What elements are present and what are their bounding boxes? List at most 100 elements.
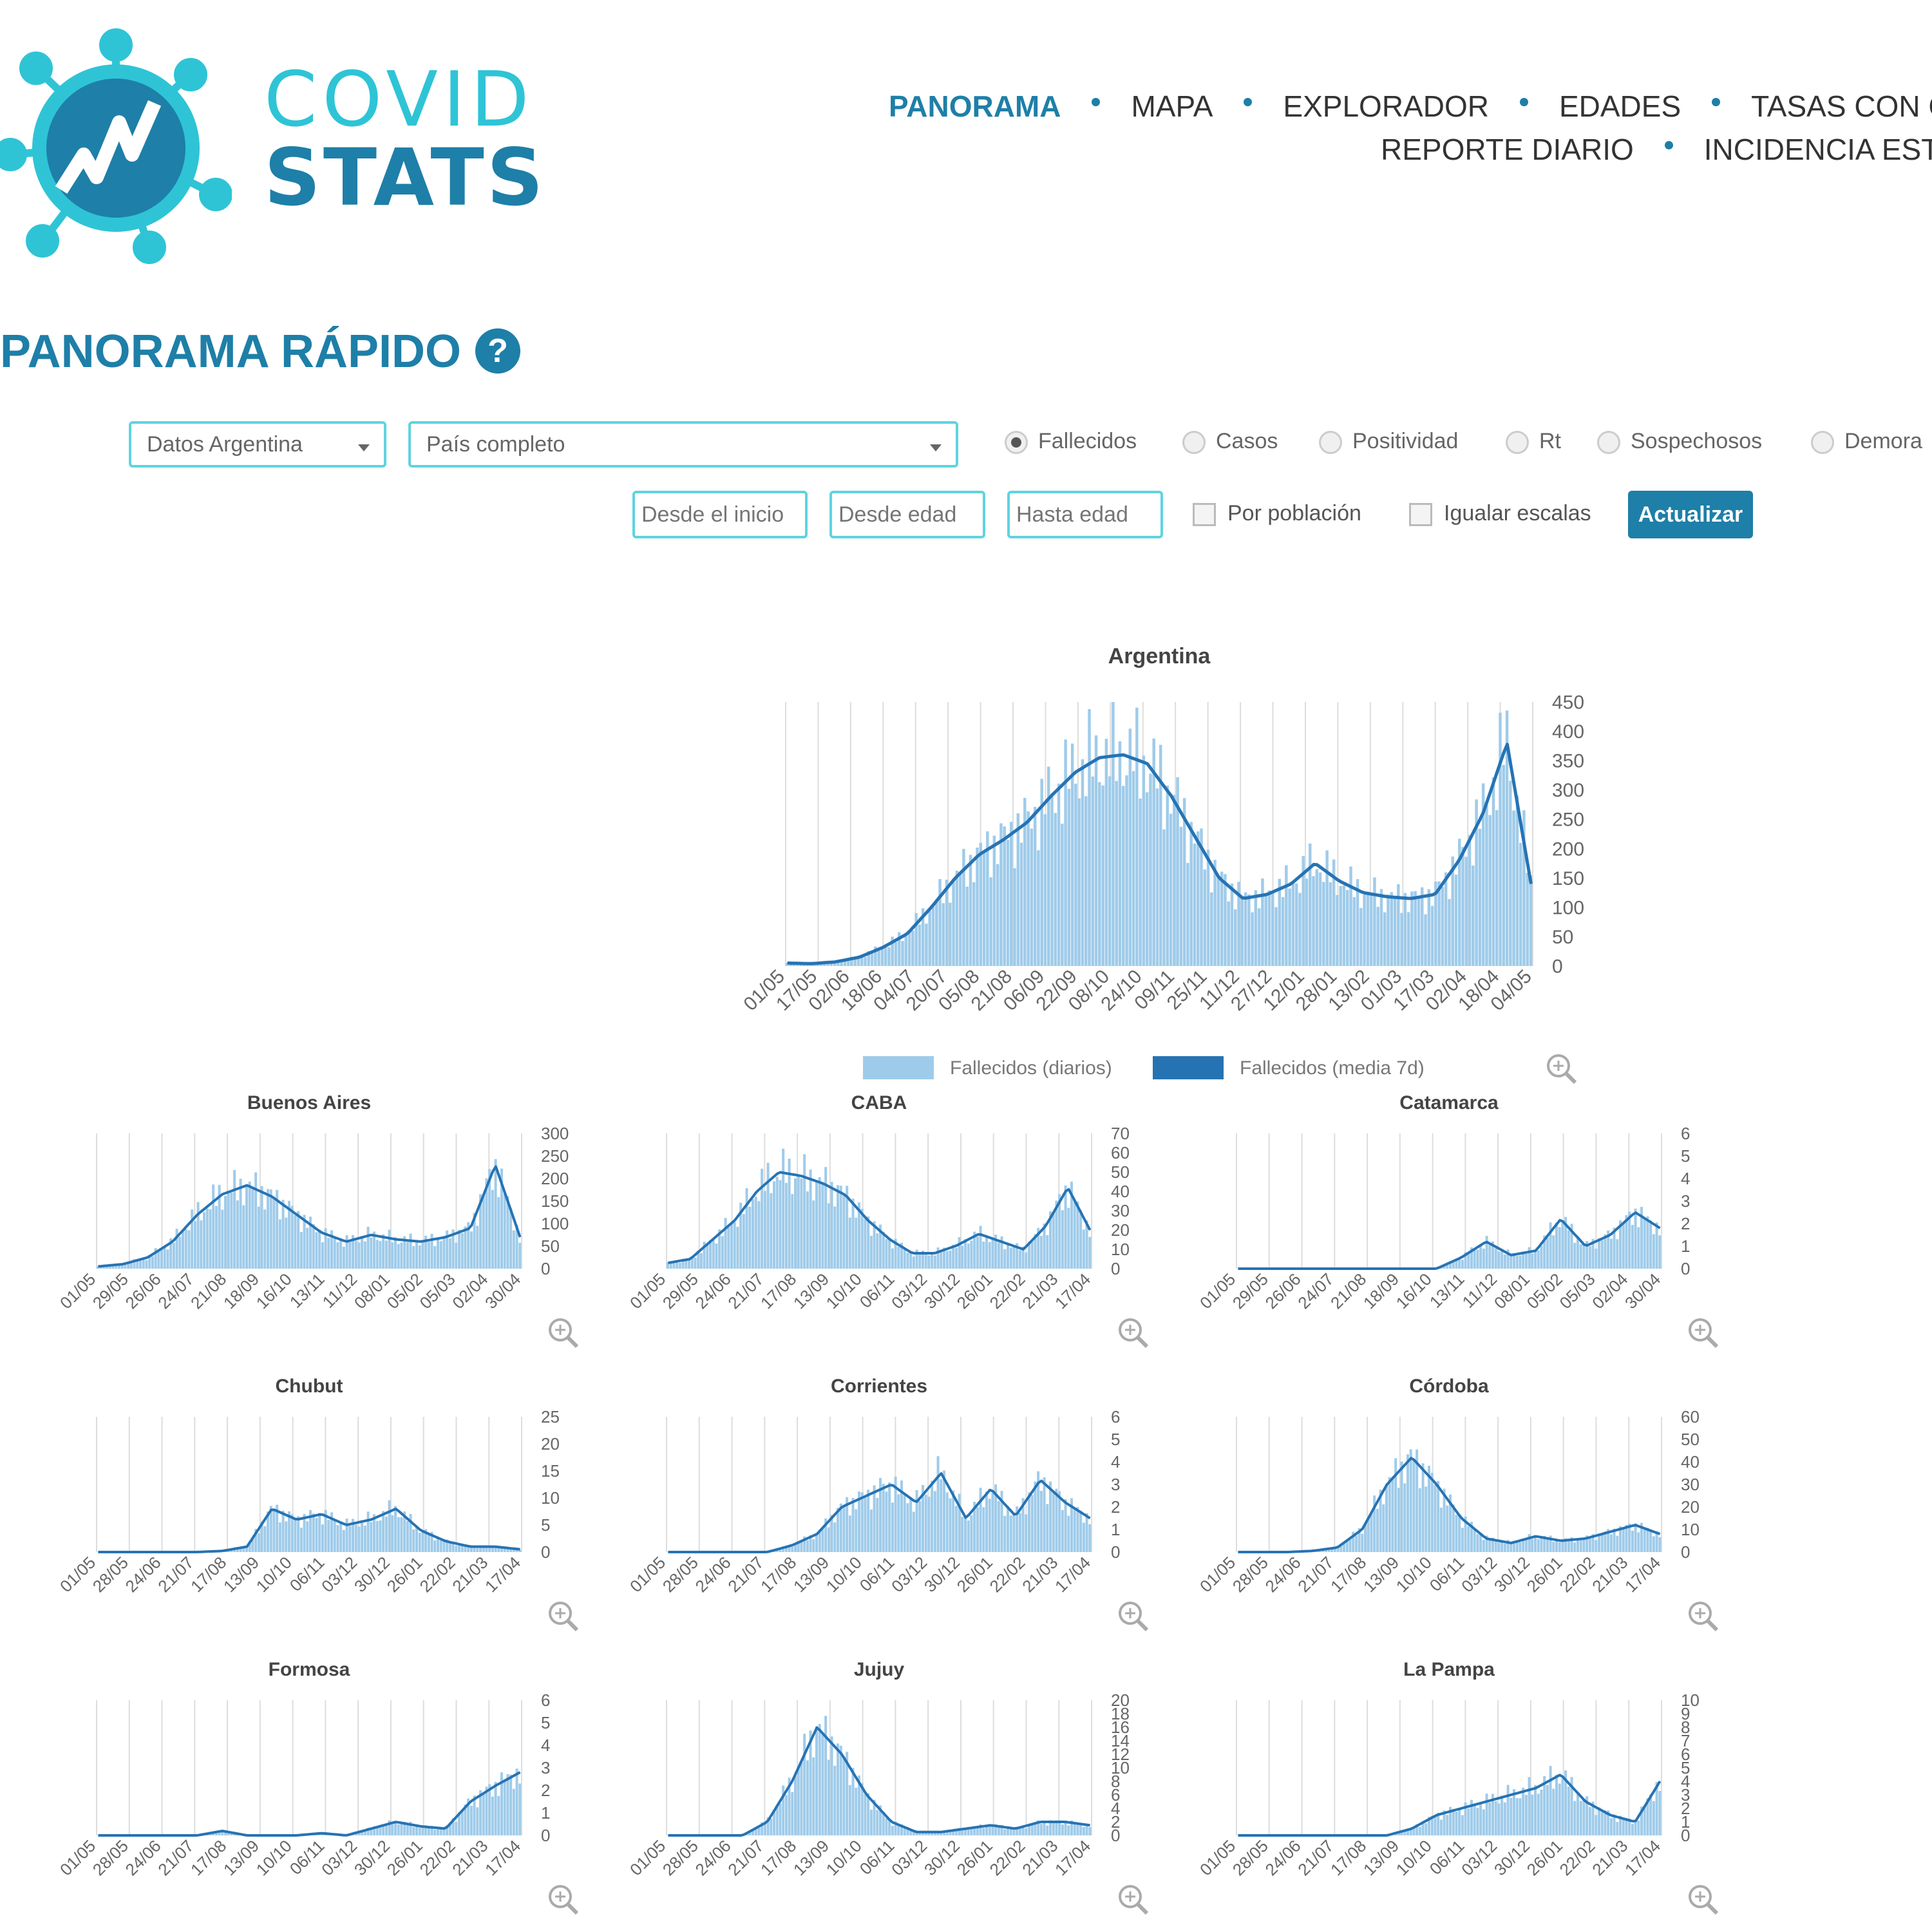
equal-scales-checkbox[interactable]: Igualar escalas	[1409, 501, 1591, 527]
chart-bar	[497, 1548, 500, 1552]
chart-bar	[757, 1201, 761, 1269]
radio-casos[interactable]: Casos	[1182, 429, 1278, 455]
chart-bar	[882, 1231, 885, 1269]
chart-bar	[157, 1251, 160, 1269]
chart-bar	[1449, 1261, 1452, 1269]
chart-bar	[846, 1752, 849, 1835]
help-icon[interactable]: ?	[475, 328, 520, 374]
chart-bar	[406, 1824, 409, 1835]
nav-explorador[interactable]: EXPLORADOR	[1283, 90, 1489, 123]
series-line	[668, 1171, 1092, 1264]
chart-bar	[1531, 1539, 1534, 1552]
nav-tasas[interactable]: TASAS CON C	[1751, 90, 1932, 123]
from-date-input[interactable]	[632, 491, 808, 538]
chart-bar	[1058, 1194, 1061, 1269]
chart-bar	[1476, 1808, 1479, 1835]
nav-edades[interactable]: EDADES	[1558, 90, 1681, 123]
region-select[interactable]: País completo	[408, 421, 958, 468]
chart-bar	[363, 1525, 366, 1552]
chart-bar	[1577, 1792, 1580, 1835]
zoom-in-icon[interactable]	[549, 1318, 579, 1349]
chart-bar	[476, 1226, 479, 1269]
chart-bar	[269, 1506, 272, 1552]
nav-reporte-diario[interactable]: REPORTE DIARIO	[1381, 133, 1634, 166]
chart-bar	[1115, 781, 1118, 966]
chart-bar	[363, 1241, 366, 1269]
chart-bar	[172, 1242, 175, 1269]
chart-bar	[1513, 1540, 1516, 1552]
chart-bar	[967, 1829, 970, 1835]
zoom-in-icon[interactable]	[1119, 1602, 1149, 1632]
x-tick-label: 24/07	[154, 1269, 197, 1312]
chart-bar	[1595, 1248, 1598, 1269]
chart-bar	[230, 1193, 233, 1269]
chart-bar	[938, 879, 942, 966]
chart-bar	[858, 1202, 861, 1269]
nav-panorama[interactable]: PANORAMA	[889, 90, 1061, 123]
source-select[interactable]: Datos Argentina	[129, 421, 386, 468]
chart-bar	[1643, 1528, 1646, 1552]
zoom-in-icon[interactable]	[1689, 1885, 1719, 1915]
chart-bar	[1515, 1255, 1519, 1269]
y-tick-label: 5	[1111, 1430, 1120, 1449]
radio-fallecidos[interactable]: Fallecidos	[1005, 429, 1137, 455]
chart-bar	[952, 878, 955, 966]
chart-bar	[864, 1794, 867, 1835]
radio-positividad[interactable]: Positividad	[1319, 429, 1458, 455]
chart-bar	[503, 1192, 506, 1269]
radio-rt[interactable]: Rt	[1506, 429, 1561, 455]
to-age-input[interactable]	[1007, 491, 1163, 538]
y-tick-label: 30	[1111, 1201, 1130, 1220]
x-tick-label: 28/05	[659, 1553, 702, 1596]
zoom-in-icon[interactable]	[1119, 1318, 1149, 1349]
x-tick-label: 26/06	[1262, 1269, 1305, 1312]
zoom-in-icon[interactable]	[1689, 1602, 1719, 1632]
chart-bar	[318, 1229, 321, 1269]
chart-bar	[954, 1247, 958, 1269]
chart-bar	[1501, 1540, 1504, 1552]
chart-title: Buenos Aires	[247, 1092, 371, 1113]
zoom-in-icon[interactable]	[1119, 1885, 1149, 1915]
chart-bar	[1561, 1540, 1564, 1552]
chart-bar	[676, 1260, 679, 1269]
chart-bar	[970, 1240, 973, 1269]
nav-incidencia[interactable]: INCIDENCIA ESTI	[1703, 133, 1932, 166]
x-tick-label: 26/01	[1523, 1836, 1566, 1879]
chart-bar	[846, 960, 850, 966]
zoom-in-icon[interactable]	[549, 1885, 579, 1915]
chart-bar	[952, 1490, 955, 1552]
radio-demora[interactable]: Demora	[1811, 429, 1922, 455]
per-population-checkbox[interactable]: Por población	[1193, 501, 1361, 527]
chart-bar	[766, 1162, 770, 1269]
chart-bar	[763, 1824, 766, 1835]
chart-bar	[1018, 1828, 1021, 1835]
chart-bar	[775, 1806, 779, 1835]
x-tick-label: 17/04	[1621, 1836, 1664, 1879]
y-tick-label: 60	[1111, 1143, 1130, 1162]
chart-bar	[1434, 1816, 1437, 1835]
chart-bar	[1025, 1828, 1028, 1835]
zoom-in-icon[interactable]	[549, 1602, 579, 1632]
radio-sospechosos[interactable]: Sospechosos	[1597, 429, 1762, 455]
zoom-handle	[1135, 1335, 1149, 1349]
chart-bar	[1387, 895, 1390, 966]
chart-bar	[460, 1812, 464, 1835]
chart-bar	[1591, 1238, 1595, 1269]
covid-logo-icon[interactable]	[0, 26, 232, 264]
chart-bar	[1418, 1488, 1421, 1552]
chart-bar	[439, 1540, 442, 1552]
chart-bar	[175, 1229, 178, 1269]
chart-bar	[1494, 1801, 1497, 1835]
update-button[interactable]: Actualizar	[1628, 491, 1753, 538]
from-age-input[interactable]	[829, 491, 985, 538]
zoom-in-icon[interactable]	[1547, 1054, 1577, 1084]
chart-bar	[1230, 883, 1234, 966]
chart-bar	[1458, 1258, 1461, 1269]
chart-bar	[915, 1831, 918, 1835]
nav-mapa[interactable]: MAPA	[1131, 90, 1213, 123]
chart-bar	[842, 1505, 846, 1552]
chart-bar	[936, 1456, 940, 1552]
chart-bar	[142, 1258, 145, 1269]
chart-bar	[690, 1256, 694, 1269]
zoom-in-icon[interactable]	[1689, 1318, 1719, 1349]
